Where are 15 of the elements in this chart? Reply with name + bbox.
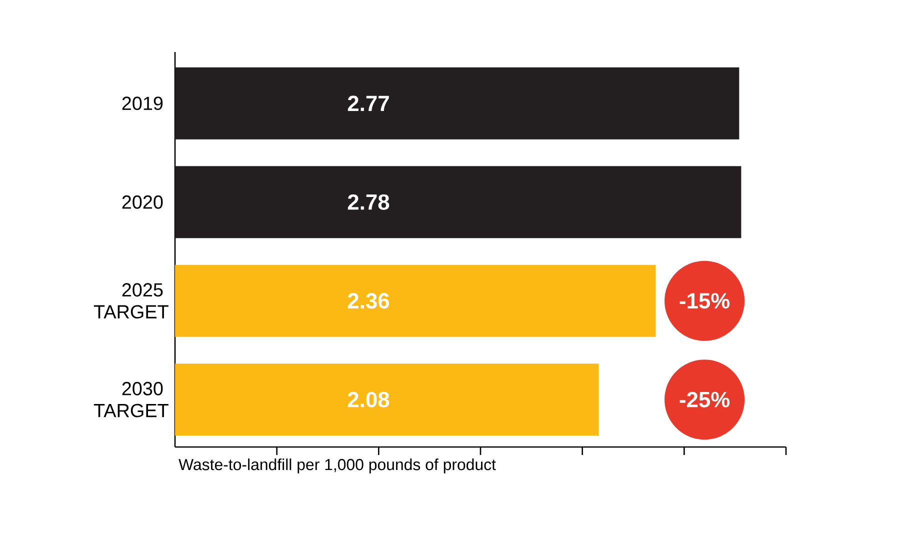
x-axis-title: Waste-to-landfill per 1,000 pounds of product [178, 458, 496, 474]
y-tick-label: 2019 [122, 96, 163, 110]
annotation: -15% [680, 293, 730, 309]
bar [175, 67, 740, 140]
y-tick-label: 2025 TARGET [94, 283, 168, 318]
data-label: 2.78 [348, 194, 390, 210]
bar [175, 364, 599, 436]
annotation: -25% [680, 392, 730, 408]
y-tick-label: 2020 [122, 195, 163, 209]
data-label: 2.36 [348, 293, 390, 309]
data-label: 2.77 [348, 96, 389, 111]
y-tick-label: 2030 TARGET [94, 382, 168, 418]
data-label: 2.08 [348, 392, 390, 408]
bar [175, 264, 656, 337]
bar [175, 166, 742, 238]
